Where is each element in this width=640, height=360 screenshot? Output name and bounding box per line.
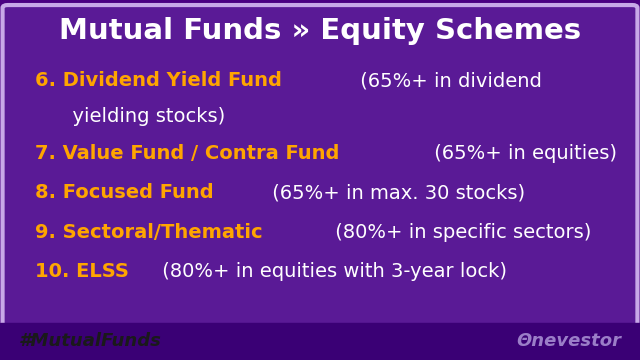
Text: 9. Sectoral/Thematic: 9. Sectoral/Thematic [35, 223, 263, 242]
Text: (80%+ in specific sectors): (80%+ in specific sectors) [329, 223, 591, 242]
Text: (65%+ in dividend: (65%+ in dividend [354, 72, 541, 90]
Text: 8. Focused Fund: 8. Focused Fund [35, 183, 214, 202]
Text: (65%+ in max. 30 stocks): (65%+ in max. 30 stocks) [266, 183, 525, 202]
Text: 7. Value Fund / Contra Fund: 7. Value Fund / Contra Fund [35, 144, 340, 162]
Text: (65%+ in equities): (65%+ in equities) [428, 144, 617, 162]
Text: yielding stocks): yielding stocks) [35, 108, 225, 126]
Text: 10. ELSS: 10. ELSS [35, 262, 129, 281]
FancyBboxPatch shape [3, 5, 637, 327]
Text: 6. Dividend Yield Fund: 6. Dividend Yield Fund [35, 72, 282, 90]
Text: (80%+ in equities with 3-year lock): (80%+ in equities with 3-year lock) [156, 262, 508, 281]
Bar [0, 323, 640, 360]
Text: Θnevestor: Θnevestor [516, 332, 621, 350]
Text: Mutual Funds » Equity Schemes: Mutual Funds » Equity Schemes [59, 17, 581, 45]
Text: #MutualFunds: #MutualFunds [19, 332, 162, 350]
